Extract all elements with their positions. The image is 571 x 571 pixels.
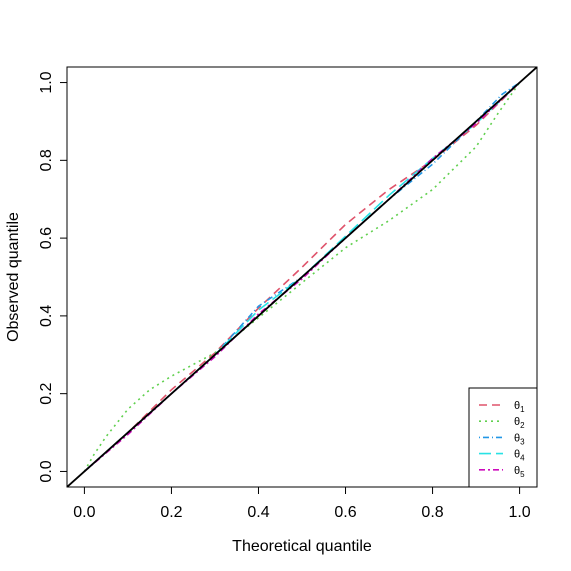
- y-tick-label: 0.0: [38, 460, 55, 482]
- reference-line: [67, 67, 537, 487]
- x-axis: 0.0 0.2 0.4 0.6 0.8 1.0: [73, 486, 531, 521]
- legend-label-theta4: θ4: [514, 449, 525, 463]
- legend-label-theta3: θ3: [514, 432, 525, 446]
- x-tick-label: 0.6: [334, 504, 356, 521]
- x-tick-label: 1.0: [508, 504, 530, 521]
- y-axis: 0.0 0.2 0.4 0.6 0.8 1.0: [38, 71, 68, 483]
- y-tick-label: 0.4: [38, 305, 55, 327]
- y-tick-label: 0.8: [38, 149, 55, 171]
- x-tick-label: 0.0: [73, 504, 95, 521]
- x-axis-title: Theoretical quantile: [232, 538, 372, 555]
- x-tick-label: 0.4: [247, 504, 269, 521]
- x-tick-label: 0.2: [160, 504, 182, 521]
- legend-label-theta2: θ2: [514, 416, 525, 430]
- y-axis-title: Observed quantile: [5, 212, 22, 342]
- x-tick-label: 0.8: [421, 504, 443, 521]
- reference-line-layer: [67, 67, 537, 487]
- y-tick-label: 1.0: [38, 71, 55, 93]
- series-line-theta5: [83, 82, 521, 473]
- y-tick-label: 0.6: [38, 227, 55, 249]
- legend-label-theta5: θ5: [514, 465, 525, 479]
- legend-label-theta1: θ1: [514, 400, 525, 414]
- y-tick-label: 0.2: [38, 382, 55, 404]
- legend: θ1 θ2 θ3 θ4 θ5: [468, 387, 538, 488]
